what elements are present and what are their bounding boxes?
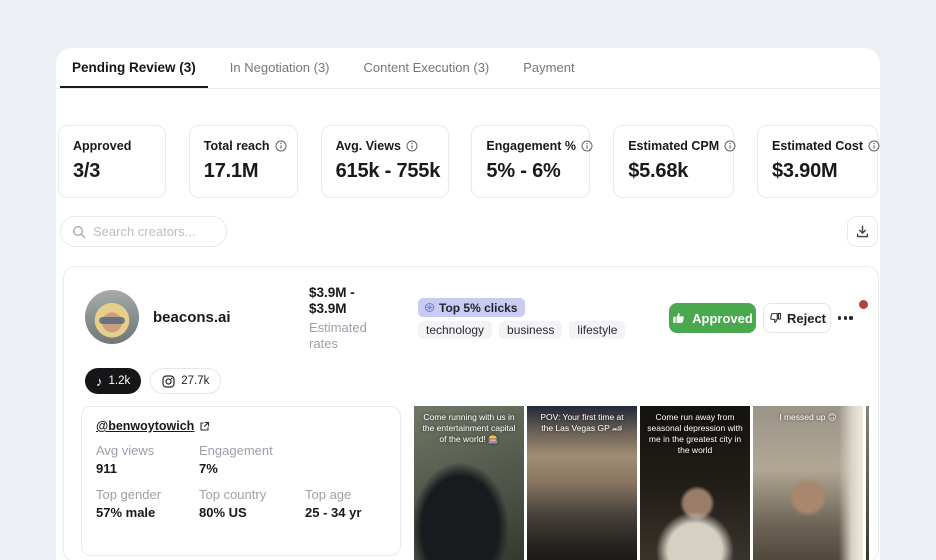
avatar-sunglasses: [99, 317, 125, 324]
video-thumbnail-1[interactable]: Come running with us in the entertainmen…: [414, 406, 524, 560]
profile-stat-top-age: Top age 25 - 34 yr: [305, 487, 361, 520]
creator-handle: @benwoytowich: [96, 419, 195, 433]
stat-value: 5% - 6%: [486, 160, 561, 182]
stat-label: Top age: [305, 487, 352, 502]
instagram-count: 27.7k: [181, 375, 210, 387]
creator-avatar: [85, 290, 139, 344]
profile-stat-avg-views: Avg views 911: [96, 443, 154, 476]
stat-label: Top country: [199, 487, 267, 502]
video-thumbnail-5-partial[interactable]: [866, 406, 869, 560]
tag-business: business: [499, 321, 563, 339]
dot: [838, 316, 842, 320]
tiktok-count: 1.2k: [108, 375, 131, 387]
tag-technology: technology: [418, 321, 493, 339]
video-thumbnail-3[interactable]: Come run away from seasonal depression w…: [640, 406, 750, 560]
rates-label: Estimated rates: [309, 320, 367, 351]
profile-stats-card: @benwoytowich Avg views 911 Engagement 7…: [81, 406, 401, 556]
info-icon[interactable]: [581, 140, 593, 152]
stat-value: 7%: [199, 461, 218, 476]
download-icon: [855, 224, 870, 239]
stat-value: $5.68k: [628, 160, 689, 182]
stat-label: Engagement %: [486, 139, 576, 153]
video-caption: Come running with us in the entertainmen…: [422, 412, 516, 445]
stat-label: Top gender: [96, 487, 162, 502]
stat-value: $3.90M: [771, 160, 838, 182]
approved-label: Approved: [692, 310, 753, 326]
external-link-icon: [199, 421, 210, 432]
stat-label: Avg views: [96, 443, 155, 458]
more-options-button[interactable]: [838, 311, 858, 325]
profile-stat-top-gender: Top gender 57% male: [96, 487, 161, 520]
tiktok-icon: ♪: [96, 373, 103, 389]
award-icon: [424, 302, 435, 313]
tab-pending-review[interactable]: Pending Review (3): [60, 48, 208, 88]
stat-card-avg-views: Avg. Views 615k - 755k: [320, 125, 449, 198]
main-panel: Pending Review (3) In Negotiation (3) Co…: [56, 48, 880, 560]
stat-card-total-reach: Total reach 17.1M: [188, 125, 298, 198]
search-input[interactable]: [93, 224, 208, 239]
profile-stat-engagement: Engagement 7%: [199, 443, 273, 476]
creator-handle-link[interactable]: @benwoytowich: [96, 419, 210, 433]
info-icon[interactable]: [724, 140, 736, 152]
export-button[interactable]: [847, 216, 878, 247]
tab-payment[interactable]: Payment: [523, 59, 575, 75]
stat-value: 17.1M: [203, 160, 259, 182]
stat-label: Approved: [73, 139, 132, 153]
instagram-icon: [162, 374, 175, 388]
info-icon[interactable]: [406, 140, 418, 152]
stat-value: 615k - 755k: [335, 160, 441, 182]
stat-value: 25 - 34 yr: [305, 505, 362, 520]
notification-dot: [859, 300, 868, 309]
stat-value: 911: [96, 461, 117, 476]
video-thumbnails: Come running with us in the entertainmen…: [414, 406, 869, 560]
video-caption: Come run away from seasonal depression w…: [647, 412, 743, 456]
instagram-badge[interactable]: 27.7k: [150, 368, 222, 394]
stat-value: 80% US: [199, 505, 247, 520]
dot: [843, 316, 847, 320]
tab-bar: Pending Review (3) In Negotiation (3) Co…: [56, 48, 880, 89]
top-clicks-badge: Top 5% clicks: [418, 298, 526, 317]
info-icon[interactable]: [275, 140, 287, 152]
video-caption: POV: Your first time at the Las Vegas GP…: [540, 412, 624, 434]
video-thumbnail-2[interactable]: POV: Your first time at the Las Vegas GP…: [527, 406, 637, 560]
stat-label: Total reach: [203, 139, 270, 153]
tiktok-badge[interactable]: ♪ 1.2k: [85, 368, 142, 394]
dot: [849, 316, 853, 320]
video-caption: I messed up 🙃: [779, 412, 837, 422]
stat-label: Estimated Cost: [771, 139, 863, 153]
tag-list: technology business lifestyle: [418, 321, 626, 339]
approved-button[interactable]: Approved: [669, 303, 756, 333]
stat-card-estimated-cpm: Estimated CPM $5.68k: [613, 125, 736, 198]
info-icon[interactable]: [868, 140, 880, 152]
reject-button[interactable]: Reject: [763, 303, 831, 333]
thumbs-up-icon: [672, 311, 686, 325]
stat-value: 57% male: [96, 505, 156, 520]
rates-value: $3.9M - $3.9M: [309, 285, 355, 317]
stat-card-approved: Approved 3/3: [58, 125, 166, 198]
stat-label: Avg. Views: [335, 139, 401, 153]
search-box: [60, 216, 227, 247]
reject-label: Reject: [786, 310, 827, 326]
stat-label: Engagement: [199, 443, 273, 458]
tab-content-execution[interactable]: Content Execution (3): [363, 59, 490, 75]
stat-card-estimated-cost: Estimated Cost $3.90M: [756, 125, 880, 198]
top-clicks-label: Top 5% clicks: [439, 300, 518, 315]
profile-stat-top-country: Top country 80% US: [199, 487, 266, 520]
stats-row: Approved 3/3 Total reach 17.1M Avg. View…: [58, 125, 880, 198]
thumbs-down-icon: [768, 311, 782, 325]
video-thumbnail-4[interactable]: I messed up 🙃: [753, 406, 863, 560]
creator-name: beacons.ai: [153, 309, 231, 326]
estimated-rates: $3.9M - $3.9M Estimated rates: [309, 285, 389, 352]
stat-card-engagement: Engagement % 5% - 6%: [471, 125, 593, 198]
stat-value: 3/3: [73, 160, 101, 182]
creator-card: beacons.ai $3.9M - $3.9M Estimated rates…: [63, 266, 879, 560]
tab-in-negotiation[interactable]: In Negotiation (3): [229, 59, 330, 75]
search-icon: [72, 225, 86, 239]
social-row: ♪ 1.2k 27.7k: [85, 368, 222, 394]
tag-lifestyle: lifestyle: [569, 321, 626, 339]
stat-label: Estimated CPM: [628, 139, 720, 153]
